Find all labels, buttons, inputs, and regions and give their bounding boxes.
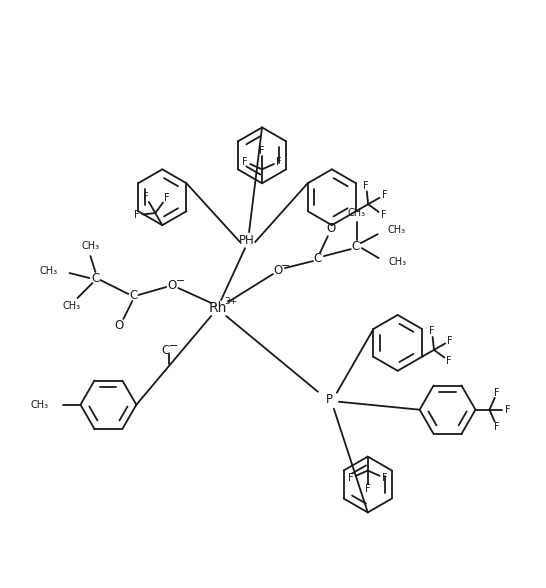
Text: F: F <box>348 473 353 483</box>
Text: F: F <box>494 422 500 432</box>
Text: O: O <box>326 222 335 235</box>
Text: F: F <box>448 336 453 346</box>
Text: −: − <box>281 261 290 271</box>
Text: CH₃: CH₃ <box>62 301 81 311</box>
Text: F: F <box>134 210 139 220</box>
Text: C: C <box>91 272 99 285</box>
Text: F: F <box>276 156 282 166</box>
Text: F: F <box>506 405 511 415</box>
Text: CH₃: CH₃ <box>348 208 366 218</box>
Text: F: F <box>446 356 452 366</box>
Text: F: F <box>242 156 248 166</box>
Text: −: − <box>169 342 179 352</box>
Text: 3+: 3+ <box>224 298 238 306</box>
Text: O: O <box>168 279 177 292</box>
Text: F: F <box>381 211 386 220</box>
Text: F: F <box>364 181 369 191</box>
Text: F: F <box>143 192 149 202</box>
Text: F: F <box>259 145 265 155</box>
Text: −: − <box>176 276 185 286</box>
Text: C: C <box>129 289 138 302</box>
Text: P: P <box>327 393 334 406</box>
Text: F: F <box>382 190 387 200</box>
Text: CH₃: CH₃ <box>81 241 99 251</box>
Text: O: O <box>274 263 283 276</box>
Text: CH₃: CH₃ <box>389 257 407 267</box>
Text: F: F <box>494 387 500 397</box>
Text: CH₃: CH₃ <box>31 400 49 410</box>
Text: C: C <box>314 252 322 265</box>
Text: F: F <box>164 193 169 203</box>
Text: CH₃: CH₃ <box>39 266 57 276</box>
Text: O: O <box>115 319 124 332</box>
Text: F: F <box>365 485 371 495</box>
Text: C: C <box>352 240 360 253</box>
Text: F: F <box>429 326 435 336</box>
Text: Rh: Rh <box>209 301 227 315</box>
Text: PH: PH <box>239 233 255 246</box>
Text: F: F <box>382 473 388 483</box>
Text: C: C <box>162 344 170 357</box>
Text: CH₃: CH₃ <box>388 225 406 235</box>
